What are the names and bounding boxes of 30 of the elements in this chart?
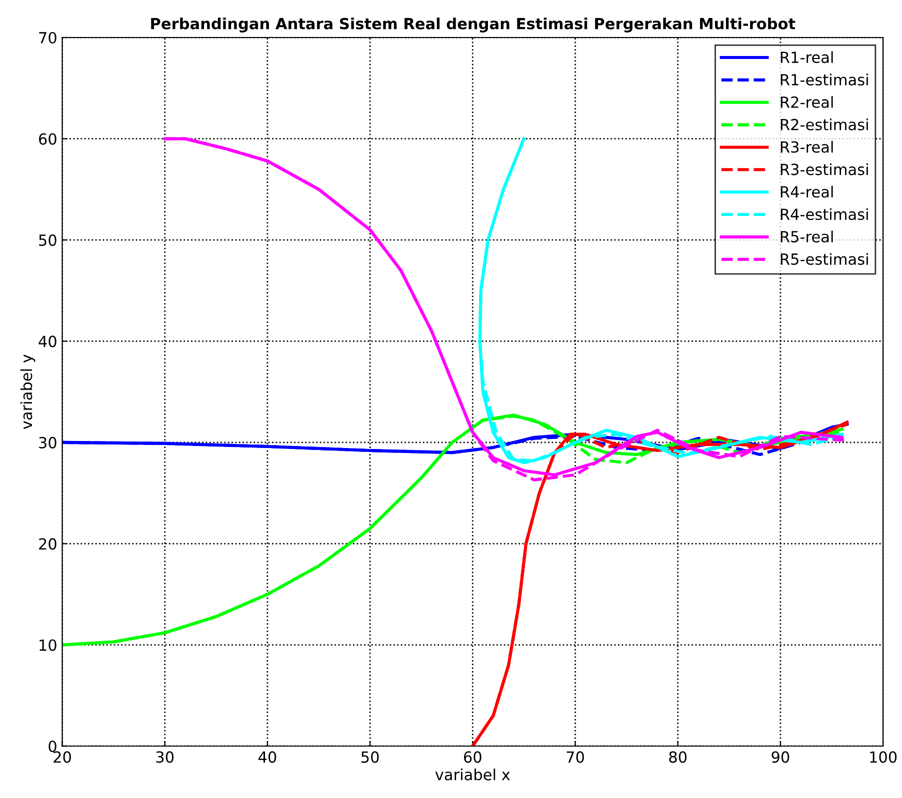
- x-tick-label: 70: [566, 751, 584, 763]
- x-tick-label: 80: [669, 751, 687, 763]
- x-tick-label: 100: [870, 751, 897, 763]
- legend-label: R3-estimasi: [780, 163, 868, 176]
- legend-label: R5-estimasi: [780, 253, 868, 265]
- legend-label: R4-real: [780, 186, 833, 198]
- y-tick-label: 10: [40, 639, 56, 651]
- x-axis-title: variabel x: [435, 768, 510, 780]
- x-tick-label: 90: [772, 751, 790, 763]
- legend-label: R1-real: [780, 51, 833, 64]
- x-tick-label: 40: [258, 751, 276, 763]
- y-tick-label: 40: [38, 336, 56, 348]
- legend-label: R2-real: [780, 96, 833, 108]
- legend-label: R1-estimasi: [780, 74, 868, 86]
- x-tick-label: 30: [156, 751, 174, 763]
- legend-label: R5-real: [780, 230, 833, 242]
- legend-label: R4-estimasi: [780, 208, 868, 220]
- legend-label: R2-estimasi: [780, 118, 868, 130]
- x-tick-label: 60: [464, 751, 482, 763]
- legend-label: R3-real: [780, 140, 833, 153]
- y-tick-label: 60: [39, 133, 56, 145]
- y-tick-label: 20: [39, 538, 56, 550]
- chart-title: Perbandingan Antara Sistem Real dengan Estimasi Pergerakan Multi-robot: [151, 18, 796, 32]
- y-tick-label: 50: [39, 234, 56, 246]
- x-tick-label: 50: [362, 751, 379, 763]
- y-axis-title: variabel y: [20, 354, 36, 430]
- y-tick-label: 30: [39, 436, 56, 448]
- y-tick-label: 0: [48, 740, 56, 752]
- y-tick-label: 70: [39, 32, 56, 44]
- x-tick-label: 20: [54, 751, 71, 763]
